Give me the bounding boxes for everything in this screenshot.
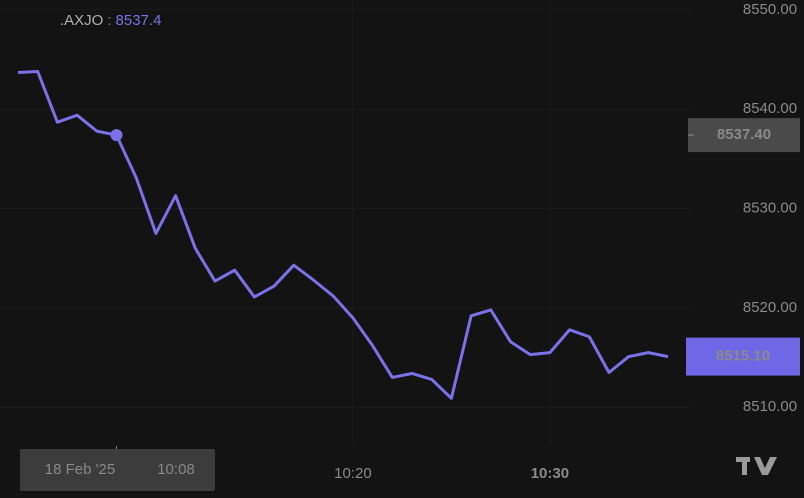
x-tick-label: 10:30 [531,465,569,482]
crosshair-point [110,129,123,142]
y-tick-label: 8510.00 [743,398,797,415]
last-price-box [686,337,800,376]
y-tick-label: 8520.00 [743,299,797,316]
price-line [17,70,669,400]
y-tick-label: 8540.00 [743,100,797,117]
legend-symbol: .AXJO [60,12,103,29]
tradingview-logo [736,457,777,475]
last-price-label: 8515.10 [716,348,770,365]
crosshair-time: 10:08 [157,461,195,478]
y-tick-label: 8530.00 [743,200,797,217]
x-tick-label: 10:20 [334,465,372,482]
legend-value: 8537.4 [116,12,162,29]
legend: .AXJO:8537.4 [60,12,161,29]
crosshair-price-box [688,118,800,153]
y-tick-label: 8550.00 [743,1,797,18]
crosshair-date: 18 Feb '25 [45,461,115,478]
crosshair-price-label: 8537.40 [717,126,771,143]
crosshair-label-box [20,449,215,491]
legend-separator: : [107,12,111,29]
